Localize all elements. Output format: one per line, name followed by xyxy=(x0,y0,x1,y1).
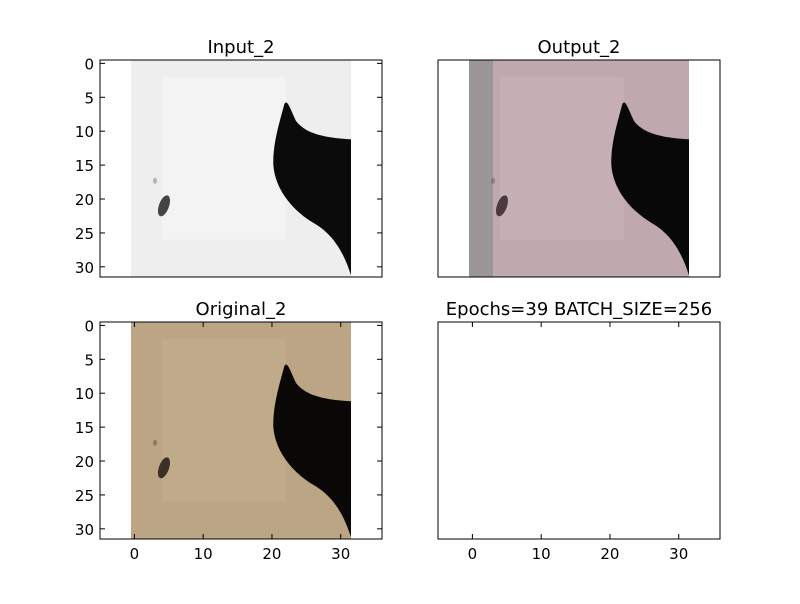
dark-shape xyxy=(273,102,352,276)
y-tick-label: 20 xyxy=(75,453,94,471)
image-highlight xyxy=(161,76,286,240)
y-tick-label: 5 xyxy=(84,351,94,369)
x-tick-label: 10 xyxy=(532,545,551,563)
subplot-2: Output_2 xyxy=(437,37,721,278)
y-tick-label: 20 xyxy=(75,191,94,209)
y-tick-label: 10 xyxy=(75,123,94,141)
y-tick-label: 30 xyxy=(75,259,94,277)
y-tick-label: 10 xyxy=(75,385,94,403)
y-tick-label: 25 xyxy=(75,487,94,505)
dark-shape xyxy=(611,102,690,276)
y-tick-label: 15 xyxy=(75,419,94,437)
x-tick-label: 20 xyxy=(262,545,281,563)
axes-frame xyxy=(99,321,383,540)
image-left-shade xyxy=(468,60,494,277)
y-tick-label: 30 xyxy=(75,521,94,539)
dark-shape xyxy=(273,364,352,538)
axes-frame xyxy=(99,59,383,278)
dark-spot xyxy=(495,195,508,217)
x-tick-label: 30 xyxy=(331,545,350,563)
dark-spot xyxy=(157,457,170,479)
x-tick-label: 30 xyxy=(669,545,688,563)
x-tick-label: 10 xyxy=(194,545,213,563)
x-tick-label: 0 xyxy=(468,545,478,563)
x-tick-label: 20 xyxy=(600,545,619,563)
image-highlight xyxy=(499,76,624,240)
subplot-title: Epochs=39 BATCH_SIZE=256 xyxy=(446,299,712,320)
axes-frame xyxy=(437,59,721,278)
y-tick-label: 0 xyxy=(84,55,94,73)
y-tick-label: 25 xyxy=(75,225,94,243)
subplot-4: Epochs=39 BATCH_SIZE=256 0 10 20 30 xyxy=(437,299,721,563)
axes-frame xyxy=(437,321,721,540)
faint-spot xyxy=(153,439,158,446)
image-content xyxy=(130,322,352,539)
y-tick-label: 0 xyxy=(84,317,94,335)
faint-spot xyxy=(491,177,496,184)
y-tick-label: 15 xyxy=(75,157,94,175)
dark-spot xyxy=(157,195,170,217)
image-highlight xyxy=(161,338,286,502)
image-content xyxy=(130,60,352,277)
faint-spot xyxy=(153,177,158,184)
x-tick-label: 0 xyxy=(130,545,140,563)
subplot-title: Input_2 xyxy=(207,37,274,58)
subplot-title: Original_2 xyxy=(196,299,287,320)
y-tick-label: 5 xyxy=(84,89,94,107)
subplot-title: Output_2 xyxy=(538,37,621,58)
subplot-3: Original_2 0 5 10 15 20 25 30 0 10 20 30 xyxy=(75,299,383,563)
image-content xyxy=(468,60,690,277)
subplot-1: Input_2 0 5 10 15 20 25 30 xyxy=(75,37,383,278)
